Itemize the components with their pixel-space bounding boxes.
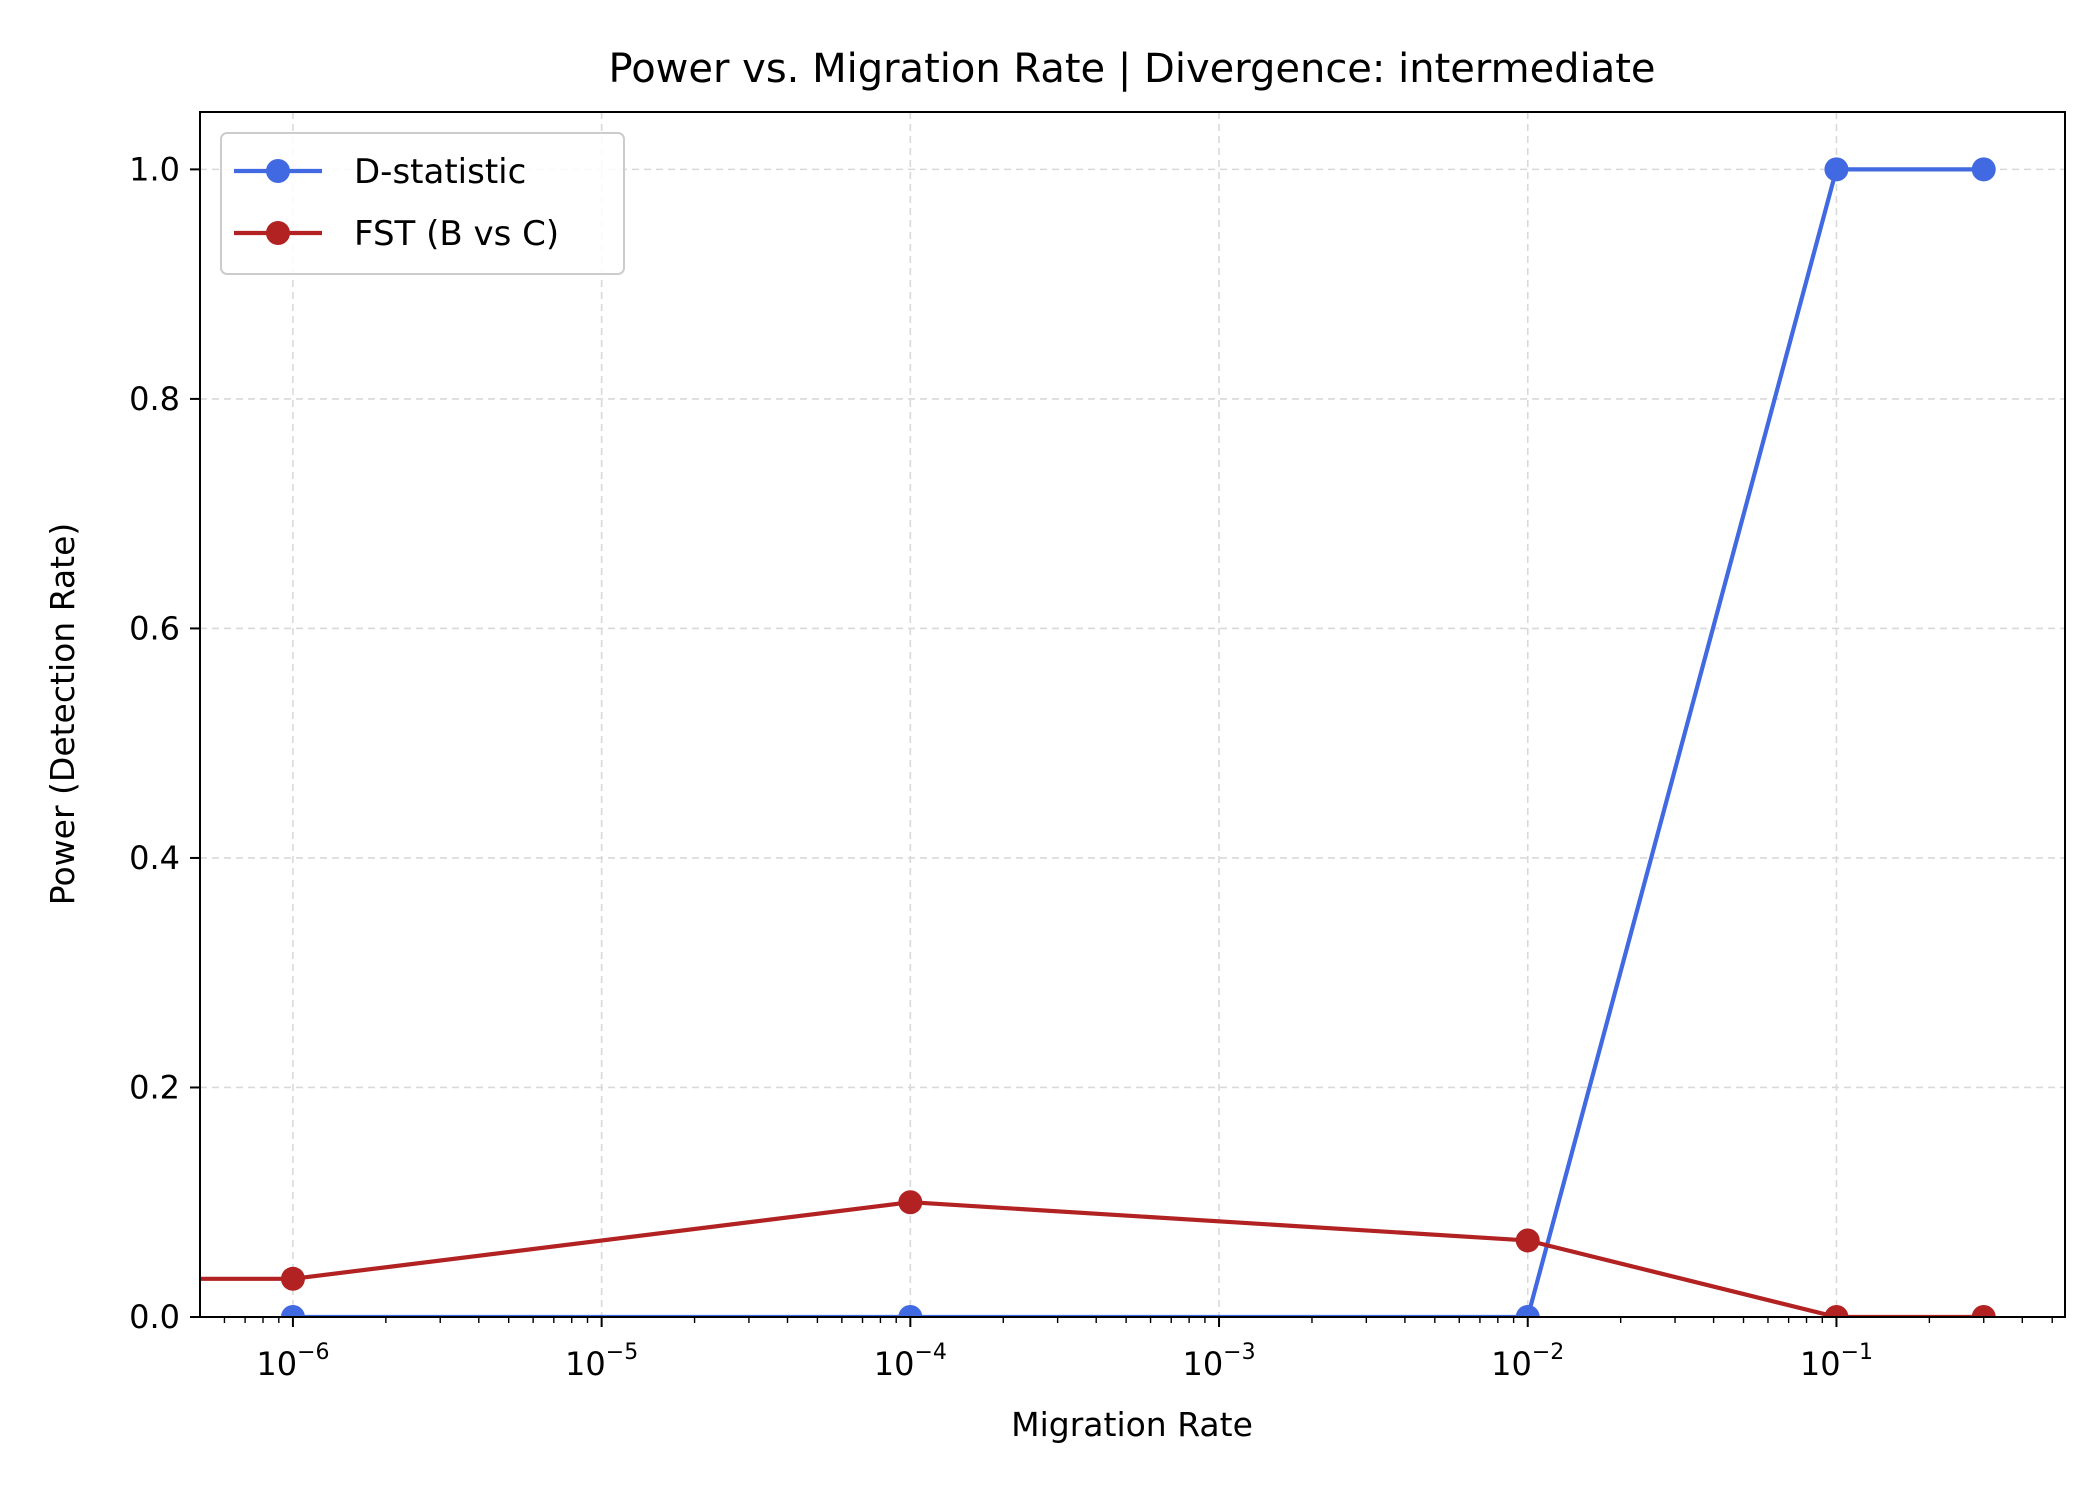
x-tick-label: 10−1 bbox=[1800, 1340, 1873, 1383]
data-point-series-1 bbox=[1515, 1305, 1540, 1317]
legend-label-1: D-statistic bbox=[354, 152, 526, 192]
y-tick-label: 0.0 bbox=[129, 1298, 180, 1336]
data-point-series-1 bbox=[280, 1305, 305, 1317]
data-point-series-2 bbox=[1971, 1305, 1996, 1317]
x-axis-label: Migration Rate bbox=[1011, 1405, 1253, 1444]
x-tick-label: 10−4 bbox=[874, 1340, 947, 1383]
x-tick-label: 10−6 bbox=[256, 1340, 329, 1383]
plot-frame bbox=[199, 111, 2066, 1318]
x-tick-label: 10−2 bbox=[1491, 1340, 1564, 1383]
data-point-series-2 bbox=[898, 1190, 923, 1215]
y-tick-label: 0.6 bbox=[129, 609, 180, 647]
y-axis-label: Power (Detection Rate) bbox=[43, 523, 82, 905]
x-tick-label: 10−5 bbox=[565, 1340, 638, 1383]
data-point-series-2 bbox=[1515, 1228, 1540, 1253]
y-tick-label: 1.0 bbox=[129, 150, 180, 188]
x-tick-label: 10−3 bbox=[1182, 1340, 1255, 1383]
y-tick-label: 0.4 bbox=[129, 839, 180, 877]
series-layer bbox=[200, 157, 1996, 1317]
data-point-series-2 bbox=[1824, 1305, 1849, 1317]
legend-marker-1 bbox=[266, 159, 290, 183]
y-tick-label: 0.8 bbox=[129, 380, 180, 418]
legend-label-2: FST (B vs C) bbox=[354, 214, 559, 254]
legend: D-statistic FST (B vs C) bbox=[220, 132, 625, 275]
series-line-1 bbox=[292, 167, 1984, 1317]
data-point-series-2 bbox=[280, 1266, 305, 1291]
series-line-2 bbox=[200, 1200, 1984, 1317]
legend-marker-2 bbox=[266, 221, 290, 245]
data-point-series-1 bbox=[898, 1305, 923, 1317]
y-tick-label: 0.2 bbox=[129, 1068, 180, 1106]
data-point-series-1 bbox=[1824, 157, 1849, 182]
data-point-series-1 bbox=[1971, 157, 1996, 182]
legend-box bbox=[220, 132, 625, 275]
chart-title: Power vs. Migration Rate | Divergence: i… bbox=[609, 46, 1656, 92]
grid bbox=[200, 112, 2065, 1318]
ticks: 10−6 10−5 10−4 10−3 10−2 10−1 0.0 0.2 0.4 0.6 0.8 1… bbox=[129, 150, 2053, 1383]
